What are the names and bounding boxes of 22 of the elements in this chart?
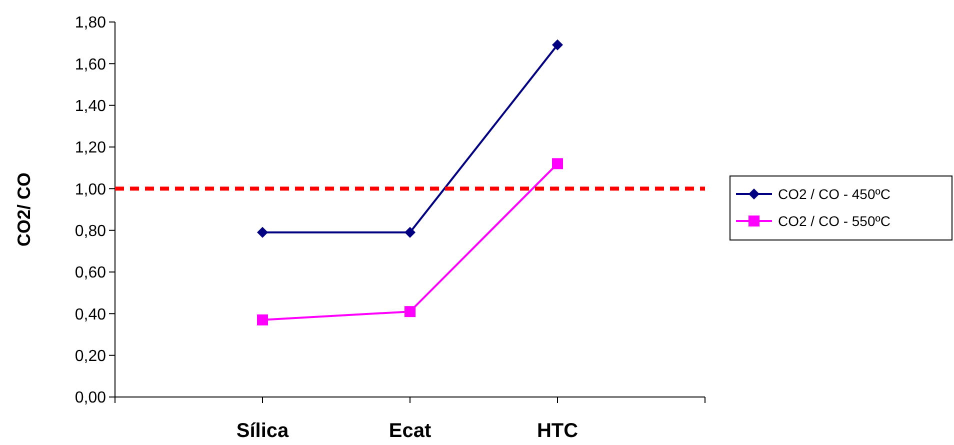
- point: [257, 314, 268, 326]
- y-tick-label: 0,60: [74, 264, 106, 282]
- y-tick-label: 1,20: [74, 140, 106, 157]
- legend-label: CO2 / CO - 550ºC: [778, 212, 890, 229]
- point: [552, 39, 563, 50]
- y-tick-label: 0,20: [74, 348, 106, 365]
- y-tick-label: 1,40: [74, 98, 106, 115]
- point: [552, 158, 563, 170]
- point: [404, 226, 416, 238]
- x-tick-label: Ecat: [388, 420, 432, 442]
- y-tick-label: 1,00: [74, 181, 106, 198]
- y-tick-label: 0,40: [74, 306, 106, 324]
- y-axis-title: CO2/ CO: [14, 172, 34, 247]
- y-tick-label: 1,80: [74, 14, 106, 32]
- x-tick-label: HTC: [536, 420, 578, 442]
- point: [404, 306, 416, 318]
- y-tick-label: 0,80: [74, 222, 106, 240]
- y-tick-label: 1,60: [74, 56, 106, 74]
- y-tick-label: 0,00: [74, 390, 106, 407]
- legend-label: CO2 / CO - 450ºC: [778, 186, 890, 202]
- point: [257, 226, 268, 238]
- x-tick-label: Sílica: [236, 420, 290, 442]
